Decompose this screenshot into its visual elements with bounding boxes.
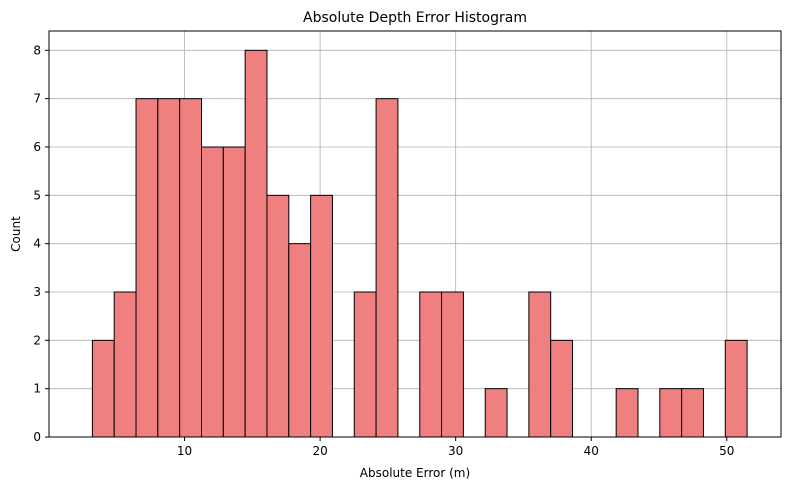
chart-title: Absolute Depth Error Histogram xyxy=(303,10,527,26)
x-tick-label: 30 xyxy=(448,444,463,458)
x-tick-label: 40 xyxy=(584,444,599,458)
histogram-bar xyxy=(550,339,574,438)
x-tick-label: 20 xyxy=(312,444,327,458)
histogram-bar xyxy=(266,194,290,438)
histogram-bar xyxy=(353,291,377,438)
histogram-bar xyxy=(528,291,552,438)
y-tick-label: 1 xyxy=(33,382,41,396)
histogram-bar xyxy=(615,388,639,438)
histogram-bar xyxy=(375,98,399,438)
y-tick-label: 8 xyxy=(33,43,41,57)
histogram-bar xyxy=(157,98,181,438)
y-tick-label: 2 xyxy=(33,333,41,347)
histogram-bar xyxy=(441,291,464,438)
x-axis-label: Absolute Error (m) xyxy=(360,466,470,480)
histogram-bar xyxy=(113,291,137,438)
histogram-bar xyxy=(659,388,683,438)
y-tick-label: 0 xyxy=(33,430,41,444)
histogram-bar xyxy=(135,98,159,438)
histogram-bar xyxy=(288,243,312,438)
y-tick-label: 7 xyxy=(33,92,41,106)
y-tick-label: 4 xyxy=(33,237,41,251)
histogram-bar xyxy=(201,146,224,438)
histogram-bar xyxy=(310,194,333,438)
y-tick-label: 6 xyxy=(33,140,41,154)
histogram-bar xyxy=(179,98,202,438)
histogram-bar xyxy=(681,388,704,438)
histogram-bar xyxy=(419,291,443,438)
histogram-bar xyxy=(222,146,246,438)
histogram-bar xyxy=(91,339,115,438)
x-tick-label: 10 xyxy=(177,444,192,458)
axis-ticks: 10 20 30 40 50 0 1 2 3 4 5 6 7 8 xyxy=(33,43,734,458)
y-axis-label: Count xyxy=(9,216,23,252)
histogram-bar xyxy=(724,339,748,438)
x-tick-label: 50 xyxy=(719,444,734,458)
y-tick-label: 3 xyxy=(33,285,41,299)
histogram-bar xyxy=(484,388,508,438)
histogram-bar xyxy=(244,49,268,438)
axes-frame xyxy=(48,30,782,438)
y-tick-label: 5 xyxy=(33,188,41,202)
